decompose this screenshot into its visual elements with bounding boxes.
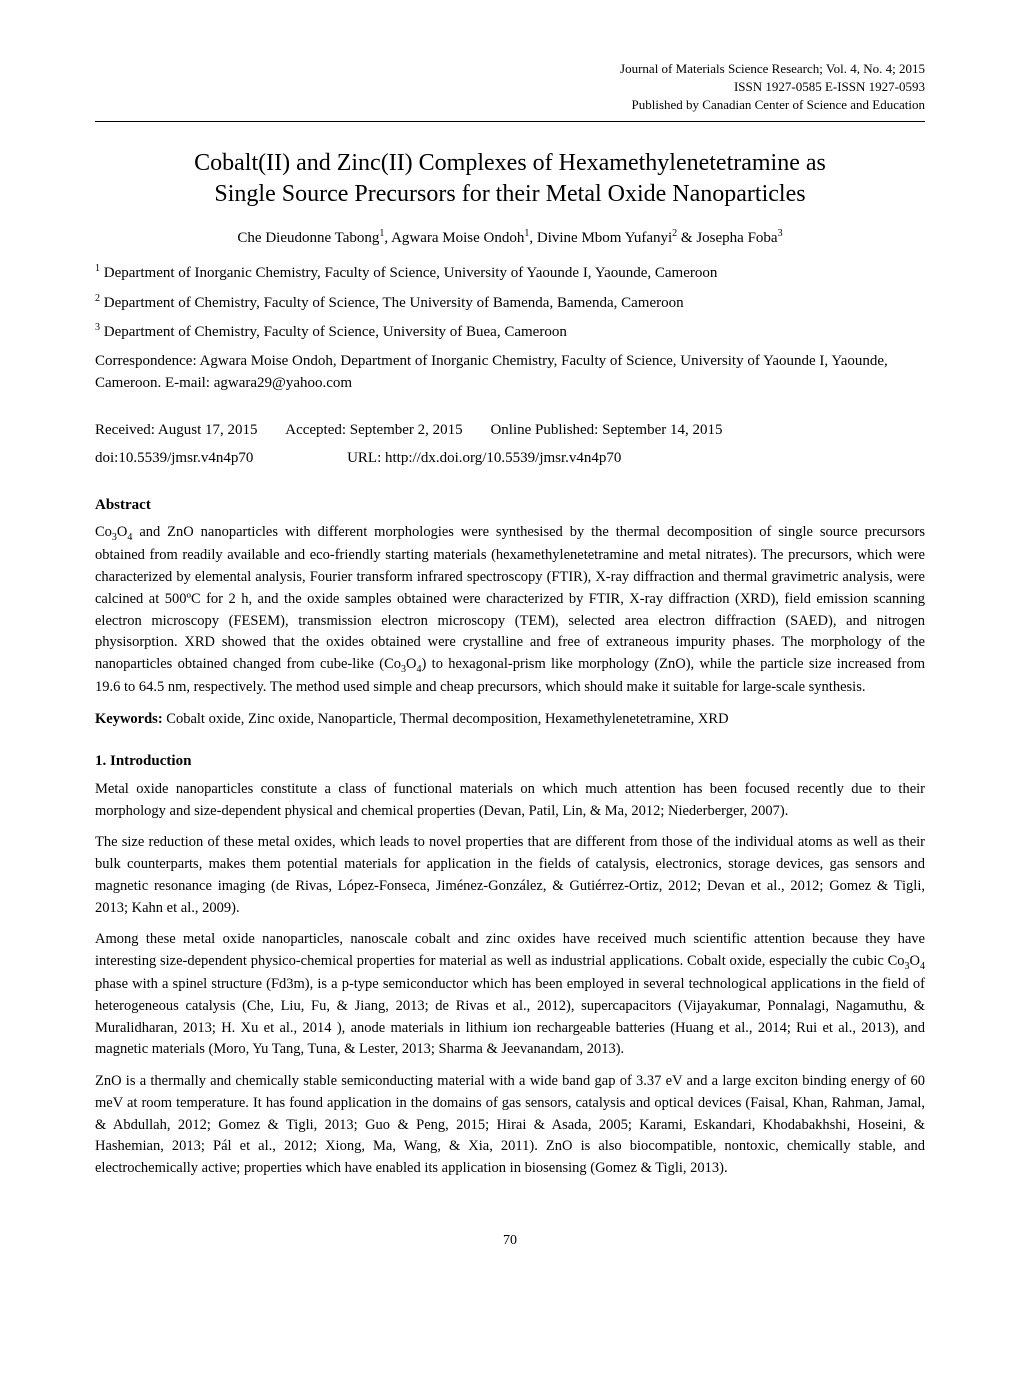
- page-number: 70: [95, 1230, 925, 1251]
- intro-paragraph-4: ZnO is a thermally and chemically stable…: [95, 1071, 925, 1180]
- intro-paragraph-1: Metal oxide nanoparticles constitute a c…: [95, 779, 925, 823]
- introduction-heading: 1. Introduction: [95, 750, 925, 773]
- paper-title: Cobalt(II) and Zinc(II) Complexes of Hex…: [95, 148, 925, 210]
- abstract-heading: Abstract: [95, 494, 925, 517]
- doi: doi:10.5539/jmsr.v4n4p70: [95, 447, 253, 470]
- accepted-date: Accepted: September 2, 2015: [285, 419, 462, 442]
- doi-row: doi:10.5539/jmsr.v4n4p70 URL: http://dx.…: [95, 447, 925, 470]
- authors-line: Che Dieudonne Tabong1, Agwara Moise Ondo…: [95, 226, 925, 250]
- issn-line: ISSN 1927-0585 E-ISSN 1927-0593: [95, 78, 925, 96]
- keywords: Keywords: Cobalt oxide, Zinc oxide, Nano…: [95, 709, 925, 731]
- affiliation-1: 1 Department of Inorganic Chemistry, Fac…: [95, 261, 925, 285]
- intro-paragraph-2: The size reduction of these metal oxides…: [95, 832, 925, 919]
- published-date: Online Published: September 14, 2015: [490, 419, 722, 442]
- doi-url: URL: http://dx.doi.org/10.5539/jmsr.v4n4…: [347, 447, 621, 470]
- affiliation-2: 2 Department of Chemistry, Faculty of Sc…: [95, 291, 925, 315]
- affiliation-3: 3 Department of Chemistry, Faculty of Sc…: [95, 320, 925, 344]
- journal-line: Journal of Materials Science Research; V…: [95, 60, 925, 78]
- header-rule: [95, 121, 925, 122]
- title-line-1: Cobalt(II) and Zinc(II) Complexes of Hex…: [194, 150, 826, 176]
- intro-paragraph-3: Among these metal oxide nanoparticles, n…: [95, 929, 925, 1061]
- title-line-2: Single Source Precursors for their Metal…: [214, 181, 805, 207]
- abstract-body: Co3O4 and ZnO nanoparticles with differe…: [95, 522, 925, 698]
- journal-header: Journal of Materials Science Research; V…: [95, 60, 925, 115]
- correspondence: Correspondence: Agwara Moise Ondoh, Depa…: [95, 350, 925, 395]
- publisher-line: Published by Canadian Center of Science …: [95, 96, 925, 114]
- dates-row: Received: August 17, 2015 Accepted: Sept…: [95, 419, 925, 442]
- received-date: Received: August 17, 2015: [95, 419, 257, 442]
